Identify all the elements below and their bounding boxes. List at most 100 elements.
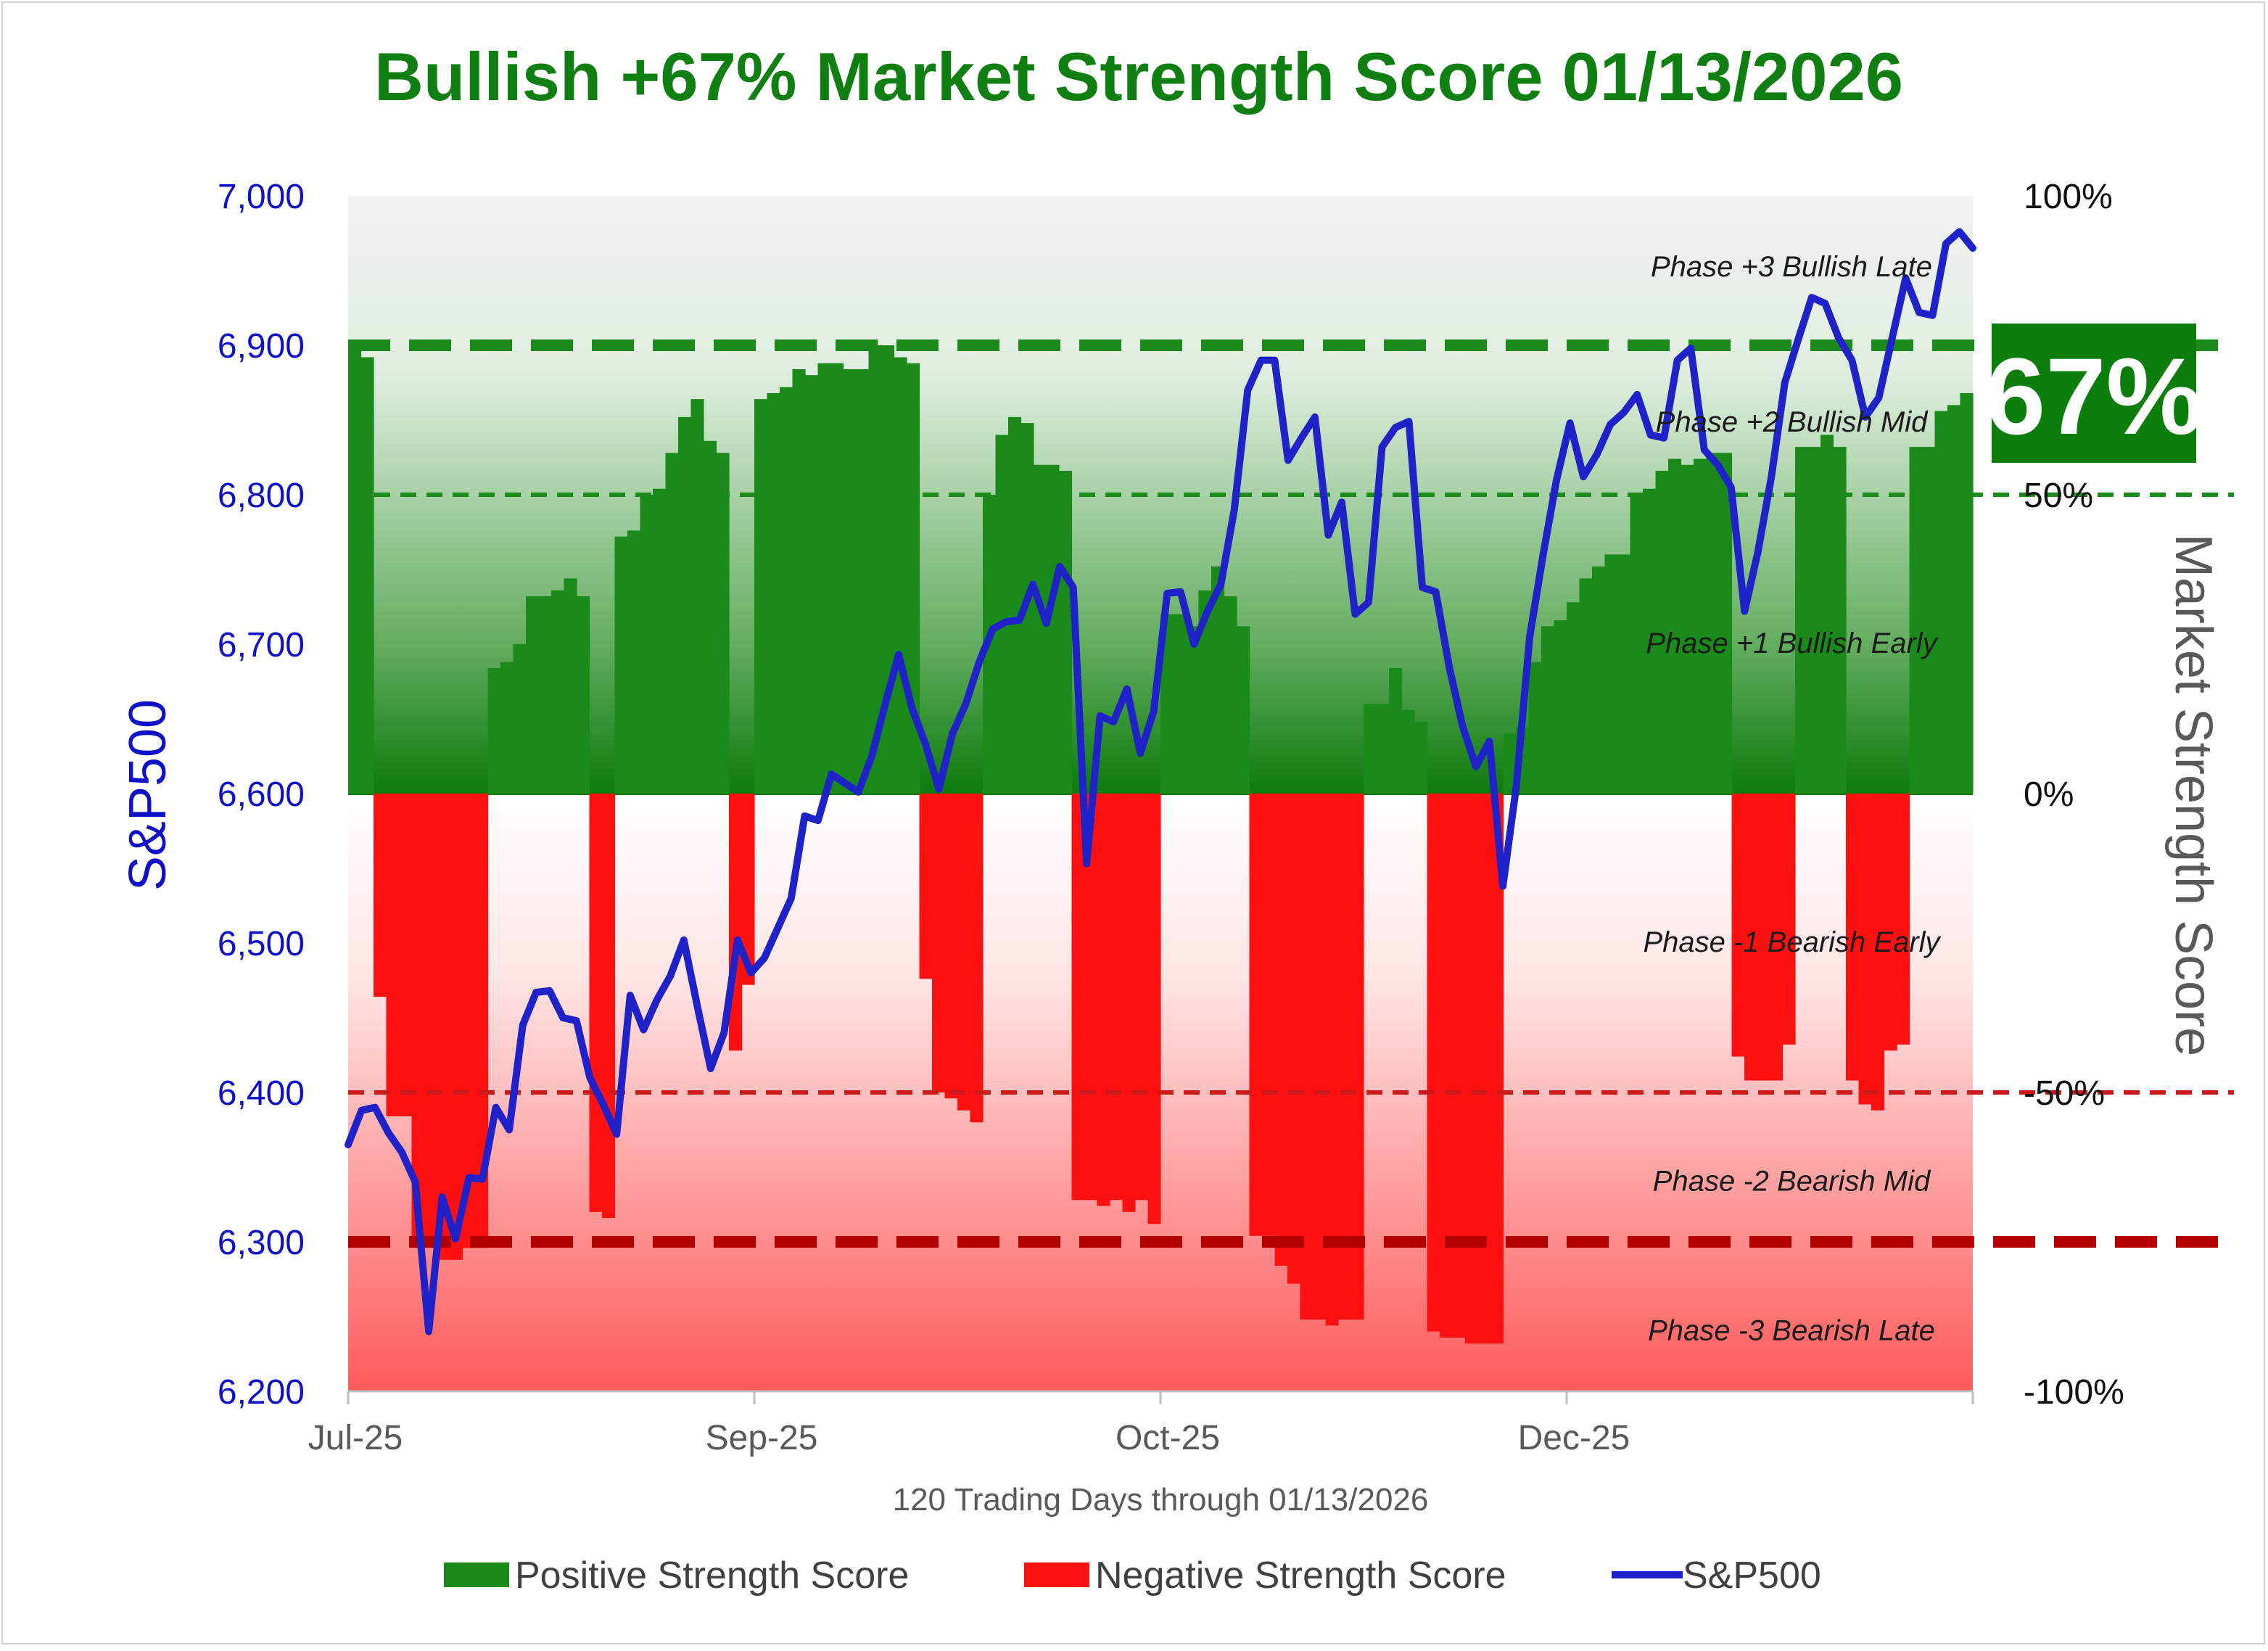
phase-label: Phase +1 Bullish Early [1646, 627, 1939, 659]
left-tick-label: 6,800 [218, 477, 305, 515]
legend: Positive Strength Score Negative Strength… [444, 1555, 1821, 1597]
left-tick-label: 6,700 [218, 626, 305, 664]
positive-score-bar [856, 369, 870, 794]
positive-score-bar [1237, 626, 1250, 794]
positive-score-bar [1503, 733, 1517, 794]
right-tick-label: 50% [2024, 477, 2093, 515]
positive-score-bar [678, 416, 692, 794]
positive-score-bar [1909, 447, 1923, 794]
positive-score-bar [1211, 566, 1225, 794]
negative-score-bar [1757, 794, 1770, 1081]
positive-score-bar [360, 357, 374, 794]
negative-score-bar [1084, 794, 1098, 1201]
negative-score-bar [1300, 794, 1314, 1320]
positive-score-bar [843, 369, 857, 794]
positive-score-bar [640, 495, 653, 794]
positive-score-bar [1719, 453, 1733, 794]
positive-score-bar [577, 596, 590, 794]
positive-score-bar [526, 596, 540, 794]
positive-score-bar [500, 662, 514, 794]
positive-score-bar [1173, 614, 1187, 794]
positive-score-bar [1046, 464, 1060, 794]
positive-score-bar [1807, 447, 1821, 794]
right-tick-label: -50% [2024, 1074, 2105, 1113]
negative-score-bar [1858, 794, 1872, 1105]
positive-score-bar [1795, 447, 1809, 794]
x-tick-label: Sep-25 [706, 1419, 818, 1457]
negative-score-bar [1490, 794, 1504, 1344]
positive-score-bar [1655, 471, 1669, 794]
positive-score-bar [1541, 626, 1555, 794]
negative-score-bar [450, 794, 463, 1260]
negative-score-bar [411, 794, 425, 1248]
positive-score-bar [1389, 667, 1403, 794]
negative-score-bar [1313, 794, 1327, 1320]
right-axis-label: Market Strength Score [2164, 534, 2222, 1056]
x-tick-label: Jul-25 [308, 1419, 403, 1457]
left-tick-label: 7,000 [218, 178, 305, 216]
right-axis-ticks: 100% 50% 0% -50% -100% [2024, 178, 2124, 1412]
positive-score-bar [704, 440, 717, 794]
positive-score-bar [538, 596, 552, 794]
negative-score-bar [957, 794, 971, 1111]
negative-score-bar [944, 794, 958, 1099]
negative-score-bar [932, 794, 946, 1092]
negative-score-bar [1135, 794, 1149, 1201]
negative-score-bar [437, 794, 450, 1260]
threshold-lines [348, 339, 2234, 1248]
positive-score-bar [1198, 590, 1212, 794]
sp500-line [345, 228, 1976, 1335]
negative-score-bar [970, 794, 984, 1123]
legend-label: Positive Strength Score [515, 1555, 909, 1597]
left-tick-label: 6,900 [218, 327, 305, 366]
phase-label: Phase +2 Bullish Mid [1656, 406, 1929, 438]
negative-score-bar [1731, 794, 1745, 1057]
negative-score-bar [1782, 794, 1796, 1045]
positive-score-bar [1224, 596, 1237, 794]
negative-score-bar [1071, 794, 1085, 1201]
positive-score-bar [805, 375, 819, 794]
positive-score-bar [1160, 614, 1174, 794]
strength-bars [348, 345, 1974, 1344]
negative-score-bar [1122, 794, 1136, 1212]
negative-score-bar [475, 794, 489, 1248]
negative-score-bar [424, 794, 438, 1248]
right-tick-label: -100% [2024, 1373, 2124, 1412]
sp500-line-group [345, 228, 1976, 1335]
negative-score-bar [386, 794, 400, 1116]
positive-score-bar [1059, 471, 1073, 794]
positive-score-bar [1617, 554, 1631, 794]
positive-score-bar [1554, 620, 1567, 794]
positive-score-bar [1376, 704, 1390, 794]
positive-score-bar [1922, 447, 1936, 794]
x-axis-caption: 120 Trading Days through 01/13/2026 [893, 1482, 1429, 1518]
current-score-badge: 67% [1985, 324, 2203, 463]
positive-score-bar [564, 578, 577, 794]
positive-score-bar [1706, 453, 1720, 794]
negative-score-bar [1325, 794, 1339, 1326]
negative-score-bar [1351, 794, 1364, 1320]
positive-score-bar [1604, 554, 1618, 794]
negative-score-bar [1097, 794, 1110, 1206]
negative-score-bar [1452, 794, 1466, 1338]
negative-score-bar [741, 794, 755, 985]
negative-score-bar [1440, 794, 1453, 1338]
x-tick-label: Dec-25 [1518, 1419, 1630, 1457]
positive-score-bar [1681, 464, 1694, 794]
right-tick-label: 100% [2024, 178, 2113, 216]
negative-score-bar [1274, 794, 1288, 1266]
positive-score-bar [780, 387, 793, 794]
negative-score-bar [399, 794, 413, 1116]
positive-score-bar [1528, 662, 1542, 794]
negative-score-bar [462, 794, 476, 1248]
x-tick-label: Oct-25 [1116, 1419, 1220, 1457]
positive-score-bar [1630, 495, 1644, 794]
negative-score-bar [1287, 794, 1301, 1284]
positive-score-bar [817, 363, 831, 794]
negative-score-bar [1897, 794, 1910, 1045]
positive-score-bar [1643, 488, 1657, 794]
phase-label: Phase -1 Bearish Early [1643, 926, 1942, 958]
score-badge-box [1992, 324, 2196, 463]
